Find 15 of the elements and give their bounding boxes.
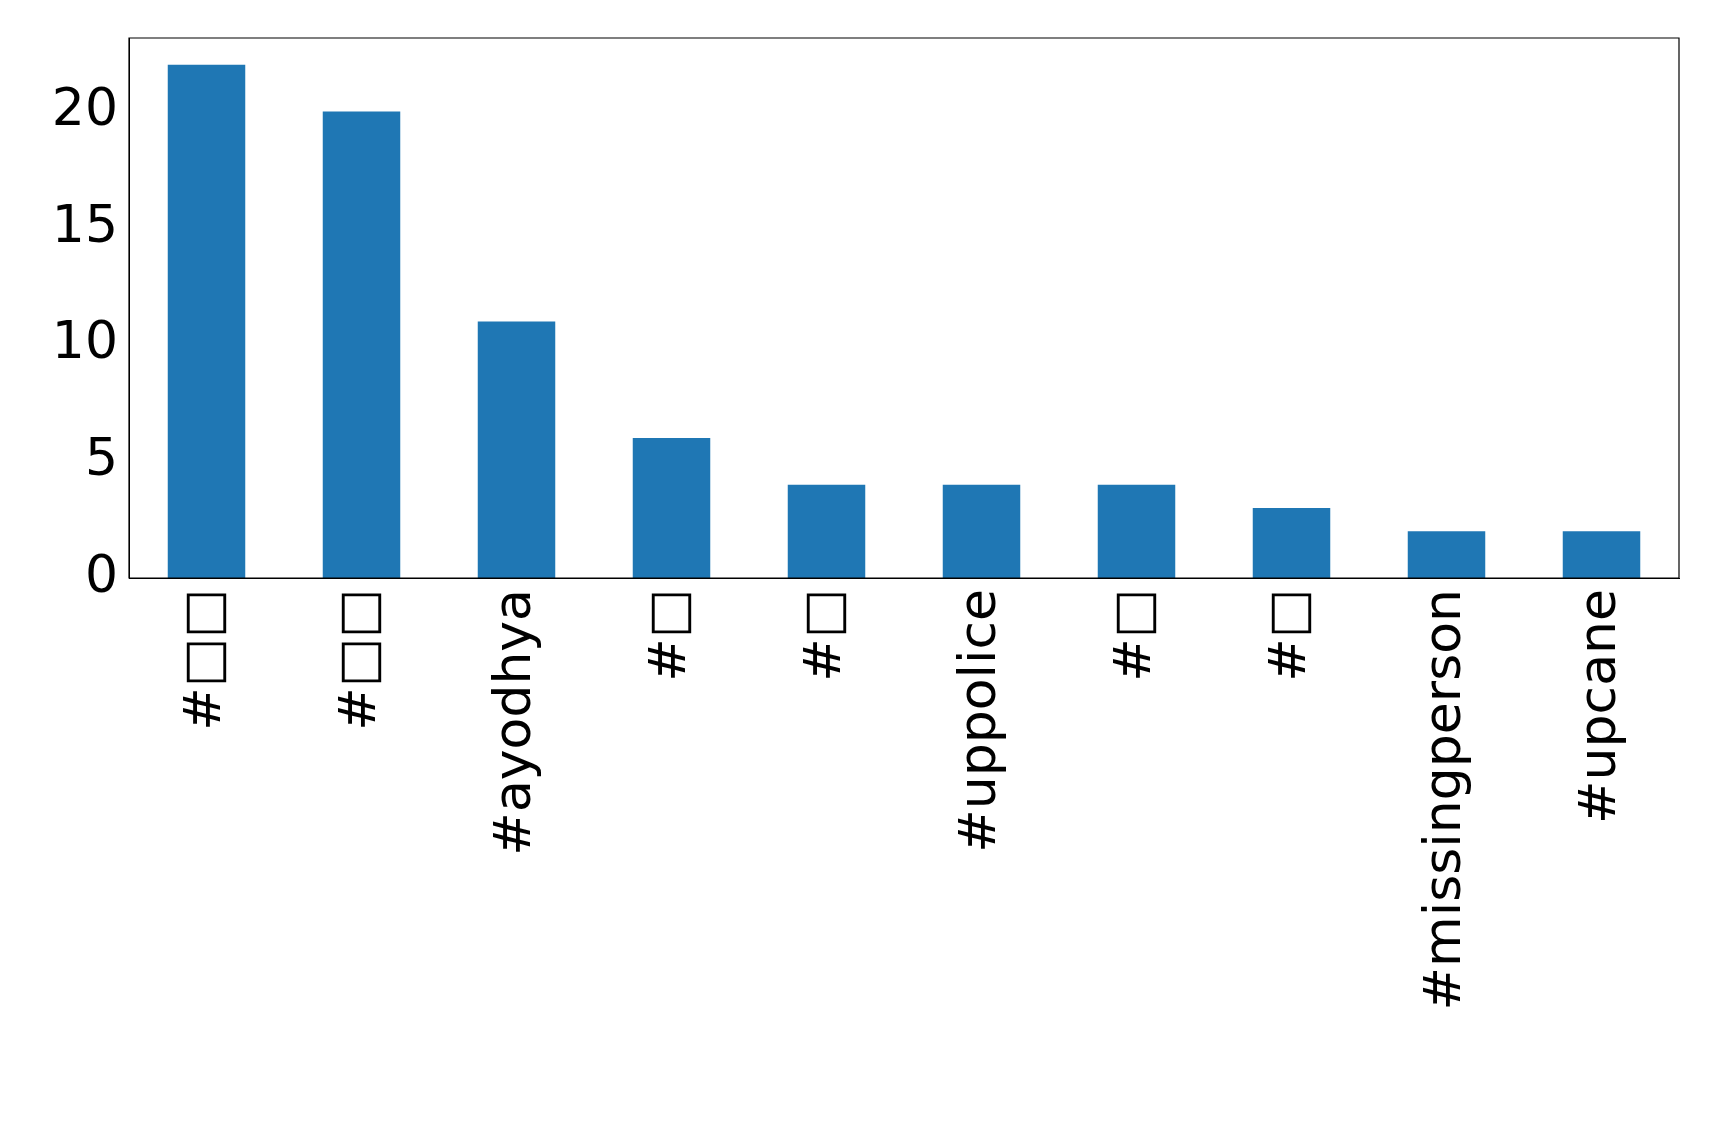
- y-tick-label: 0: [84, 543, 118, 604]
- x-tick-label: #□: [1102, 589, 1163, 682]
- x-tick-label: #upcane: [1567, 589, 1628, 824]
- x-tick-label: #uppolice: [947, 589, 1008, 853]
- x-tick-label: #□: [792, 589, 853, 682]
- x-tick-label: #□□: [327, 589, 388, 731]
- y-tick-label: 10: [51, 310, 118, 371]
- x-tick-label: #□: [1257, 589, 1318, 682]
- x-tick-label: #ayodhya: [482, 589, 543, 856]
- x-tick-label: #missingperson: [1412, 589, 1473, 1011]
- x-tick-label: #□: [637, 589, 698, 682]
- y-tick-label: 15: [51, 193, 118, 254]
- y-tick-label: 5: [84, 426, 118, 487]
- x-tick-label: #□□: [172, 589, 233, 731]
- y-tick-label: 20: [51, 76, 118, 137]
